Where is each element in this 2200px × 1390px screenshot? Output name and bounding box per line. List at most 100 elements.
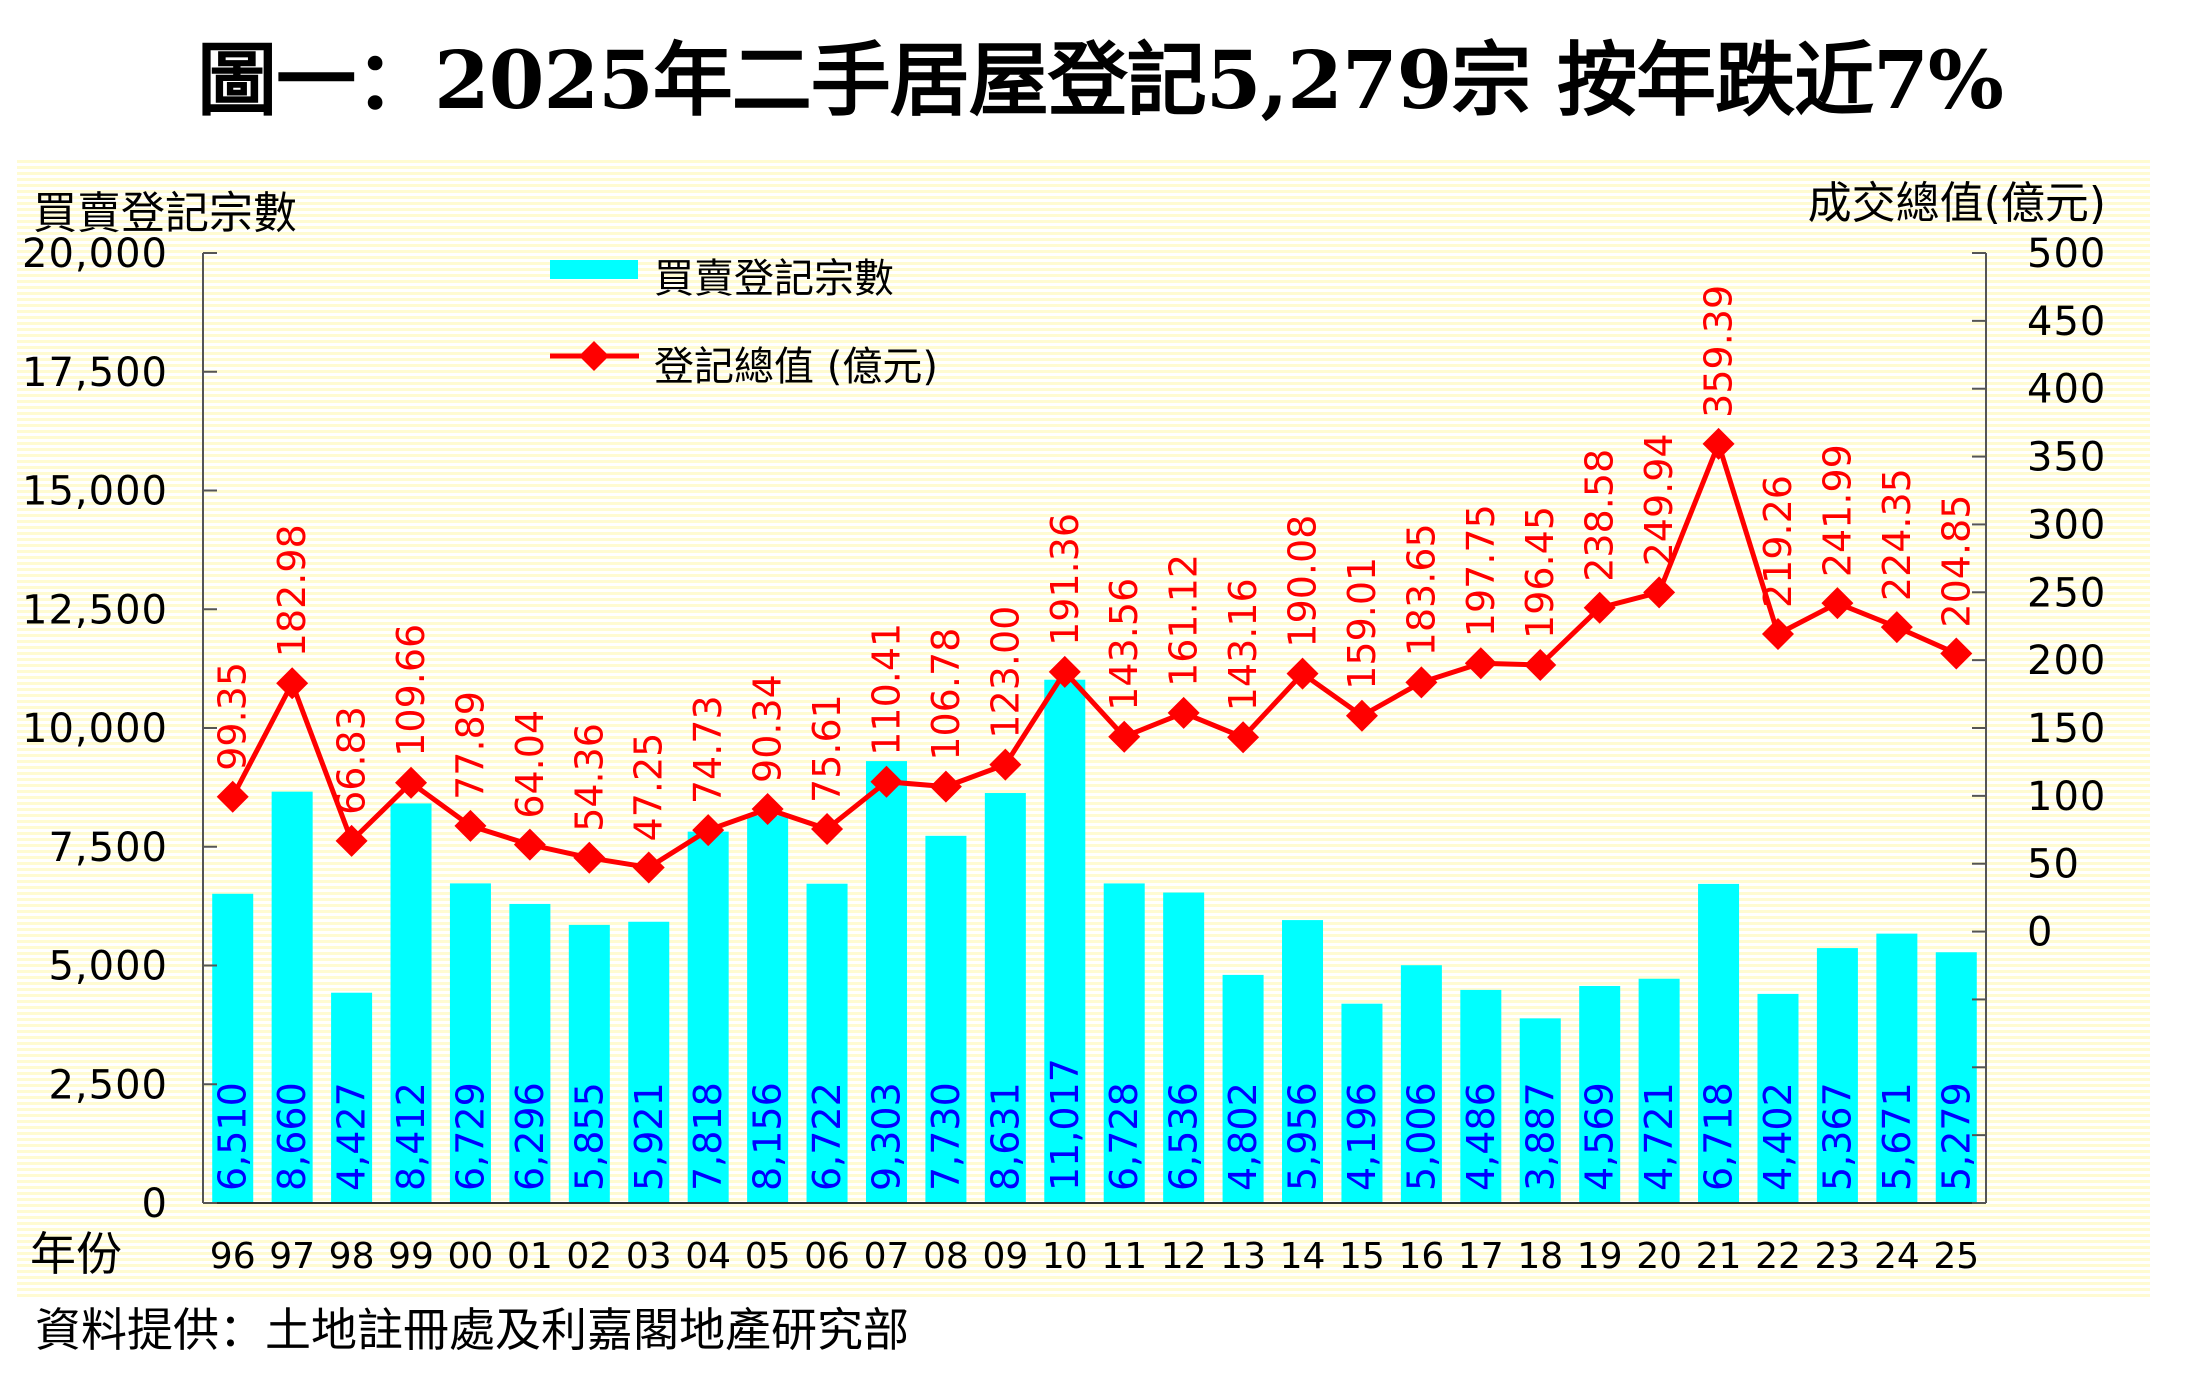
left-axis-tick-label: 15,000	[22, 469, 168, 515]
line-series	[216, 427, 1973, 884]
x-axis-tick-label: 17	[1458, 1236, 1504, 1277]
bar	[1757, 993, 1799, 1203]
bar-data-label: 8,660	[270, 1082, 314, 1191]
bar-data-label: 4,802	[1221, 1082, 1265, 1191]
line-data-label: 159.01	[1340, 557, 1384, 690]
line-data-label: 66.83	[330, 706, 374, 815]
bar	[747, 815, 789, 1203]
bar	[568, 924, 610, 1203]
line-point-marker	[1286, 657, 1319, 690]
bar	[1222, 974, 1264, 1203]
line-data-label: 74.73	[686, 695, 730, 804]
bar-data-label: 4,427	[330, 1082, 374, 1191]
right-axis-tick-label: 100	[2027, 774, 2106, 820]
line-point-marker	[1643, 576, 1676, 609]
left-axis-tick-label: 12,500	[22, 587, 168, 633]
bar-data-label: 6,722	[805, 1082, 849, 1191]
x-axis-tick-label: 15	[1339, 1236, 1385, 1277]
bar	[1638, 978, 1680, 1203]
legend-line-label: 登記總值 (億元)	[654, 344, 938, 390]
line-data-label: 143.16	[1221, 578, 1265, 711]
bar-data-label: 4,196	[1340, 1082, 1384, 1191]
bar-data-label: 6,718	[1697, 1082, 1741, 1191]
line-path	[230, 441, 1958, 870]
x-axis-tick-label: 24	[1874, 1236, 1920, 1277]
x-axis-tick-label: 96	[210, 1236, 256, 1277]
left-axis-tick-label: 0	[142, 1181, 168, 1227]
line-point-marker	[573, 841, 606, 874]
bar	[1519, 1018, 1561, 1203]
bar-label-group: 6,510 8,660 4,427 8,412 6,729 6,296 5,855 5,921…	[211, 1058, 1979, 1191]
legend-bar-swatch	[550, 260, 638, 279]
bar	[1103, 883, 1145, 1203]
line-point-marker	[1048, 655, 1081, 688]
left-axis-tick-label: 2,500	[48, 1062, 168, 1108]
right-axis-tick-label: 500	[2027, 231, 2106, 277]
line-point-marker	[276, 667, 309, 700]
left-axis-tick-label: 10,000	[22, 706, 168, 752]
left-axis-tick-label: 20,000	[22, 231, 168, 277]
line-point-marker	[1524, 648, 1557, 681]
right-axis-tick-label: 300	[2027, 502, 2106, 548]
line-data-label: 143.56	[1102, 578, 1146, 711]
bar	[984, 793, 1026, 1203]
line-data-label: 123.00	[983, 606, 1027, 739]
bar-series	[212, 679, 1977, 1203]
line-data-label: 106.78	[924, 628, 968, 761]
bar-data-label: 11,017	[1043, 1058, 1087, 1191]
bar	[1935, 952, 1977, 1203]
right-axis-tick-label: 400	[2027, 367, 2106, 413]
bar	[806, 883, 848, 1203]
line-point-marker	[216, 780, 249, 813]
bar-data-label: 5,921	[627, 1082, 671, 1191]
bar	[449, 883, 491, 1203]
right-axis-tick-label: 150	[2027, 706, 2106, 752]
line-data-label: 109.66	[389, 624, 433, 757]
bar-data-label: 5,006	[1399, 1082, 1443, 1191]
x-axis-tick-label: 08	[923, 1236, 969, 1277]
left-axis-title: 買賣登記宗數	[33, 188, 297, 239]
axes-group: 0 2,500 5,000 7,500 10,000 12,500 15,000 17,500…	[22, 231, 2106, 1277]
line-point-marker	[870, 765, 903, 798]
x-axis-tick-label: 22	[1755, 1236, 1801, 1277]
legend-diamond-marker-icon	[579, 341, 609, 371]
line-data-label: 197.75	[1459, 504, 1503, 637]
bar	[1816, 948, 1858, 1203]
line-data-label: 224.35	[1875, 468, 1919, 601]
line-data-label: 182.98	[270, 524, 314, 657]
bar	[1400, 965, 1442, 1203]
line-data-label: 183.65	[1399, 523, 1443, 656]
right-axis-title: 成交總值(億元)	[1808, 178, 2106, 229]
line-data-label: 249.94	[1637, 433, 1681, 566]
x-axis-tick-label: 13	[1220, 1236, 1266, 1277]
right-axis-tick-label: 50	[2027, 842, 2080, 888]
x-axis-tick-label: 10	[1042, 1236, 1088, 1277]
right-axis-tick-label: 200	[2027, 638, 2106, 684]
bar	[865, 761, 907, 1203]
bar-data-label: 9,303	[864, 1082, 908, 1191]
x-axis-tick-label: 97	[269, 1236, 315, 1277]
bar-data-label: 6,729	[448, 1082, 492, 1191]
x-axis-tick-label: 98	[329, 1236, 375, 1277]
line-data-label: 75.61	[805, 694, 849, 803]
bar-data-label: 6,296	[508, 1082, 552, 1191]
line-point-marker	[1405, 666, 1438, 699]
x-axis-tick-label: 18	[1517, 1236, 1563, 1277]
line-point-marker	[929, 770, 962, 803]
line-data-label: 191.36	[1043, 513, 1087, 646]
bar	[509, 903, 551, 1203]
bar	[1579, 985, 1621, 1203]
line-point-marker	[1108, 720, 1141, 753]
line-point-marker	[1227, 721, 1260, 754]
line-point-marker	[1464, 647, 1497, 680]
bar	[1044, 679, 1086, 1203]
line-data-label: 219.26	[1756, 475, 1800, 608]
bar	[1460, 989, 1502, 1203]
bar-data-label: 3,887	[1518, 1082, 1562, 1191]
line-data-label: 359.39	[1697, 285, 1741, 418]
bar	[1163, 892, 1205, 1203]
legend: 買賣登記宗數 登記總值 (億元)	[550, 256, 938, 390]
x-axis-tick-label: 06	[804, 1236, 850, 1277]
bar-data-label: 4,721	[1637, 1082, 1681, 1191]
